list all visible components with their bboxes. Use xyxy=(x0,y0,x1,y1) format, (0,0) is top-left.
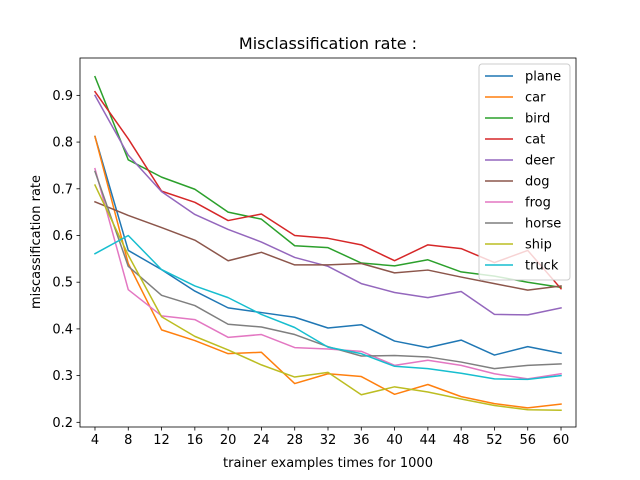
series-line-plane xyxy=(94,135,562,356)
x-tick-label: 44 xyxy=(420,433,437,448)
legend-label-bird: bird xyxy=(525,112,550,127)
x-tick-label: 20 xyxy=(220,433,237,448)
x-tick-label: 28 xyxy=(286,433,303,448)
series-line-dog xyxy=(94,200,562,291)
series-layer xyxy=(93,75,563,411)
x-tick-label: 48 xyxy=(453,433,470,448)
legend-label-ship: ship xyxy=(525,238,552,253)
y-tick-label: 0.5 xyxy=(52,276,73,291)
series-line-frog xyxy=(94,167,562,380)
x-tick-label: 8 xyxy=(124,433,132,448)
x-tick-label: 52 xyxy=(486,433,503,448)
x-tick-label: 40 xyxy=(386,433,403,448)
legend-label-plane: plane xyxy=(525,70,561,85)
series-line-car xyxy=(94,135,562,409)
y-tick-label: 0.3 xyxy=(52,369,73,384)
series-line-deer xyxy=(93,94,562,316)
legend-label-dog: dog xyxy=(525,175,549,190)
y-tick-label: 0.4 xyxy=(52,322,73,337)
y-tick-label: 0.6 xyxy=(52,229,73,244)
legend-label-deer: deer xyxy=(525,154,555,169)
x-tick-label: 60 xyxy=(553,433,570,448)
x-tick-label: 56 xyxy=(519,433,536,448)
y-axis-label: miscassification rate xyxy=(29,175,44,309)
y-tick-label: 0.7 xyxy=(52,182,73,197)
axes-layer: 4 8 12 16 20 24 28 32 36 40 44 48 52 56 600.20.30.40.5… xyxy=(52,57,577,448)
legend-label-horse: horse xyxy=(525,217,561,232)
x-tick-label: 16 xyxy=(187,433,204,448)
series-line-truck xyxy=(93,234,562,381)
legend: plane car bird cat deer dog frog horse ship truck xyxy=(478,63,571,281)
x-tick-label: 24 xyxy=(253,433,270,448)
x-tick-label: 32 xyxy=(320,433,337,448)
y-tick-label: 0.9 xyxy=(52,89,73,104)
chart-title: Misclassification rate : xyxy=(239,34,417,53)
y-tick-label: 0.8 xyxy=(52,136,73,151)
legend-label-truck: truck xyxy=(525,259,559,274)
x-tick-label: 12 xyxy=(153,433,170,448)
legend-label-car: car xyxy=(525,91,546,106)
x-tick-label: 36 xyxy=(353,433,370,448)
x-axis-label: trainer examples times for 1000 xyxy=(223,456,433,471)
legend-label-cat: cat xyxy=(525,133,545,148)
series-line-ship xyxy=(93,184,562,411)
legend-label-frog: frog xyxy=(525,196,551,211)
x-tick-label: 4 xyxy=(91,433,99,448)
y-tick-label: 0.2 xyxy=(52,416,73,431)
